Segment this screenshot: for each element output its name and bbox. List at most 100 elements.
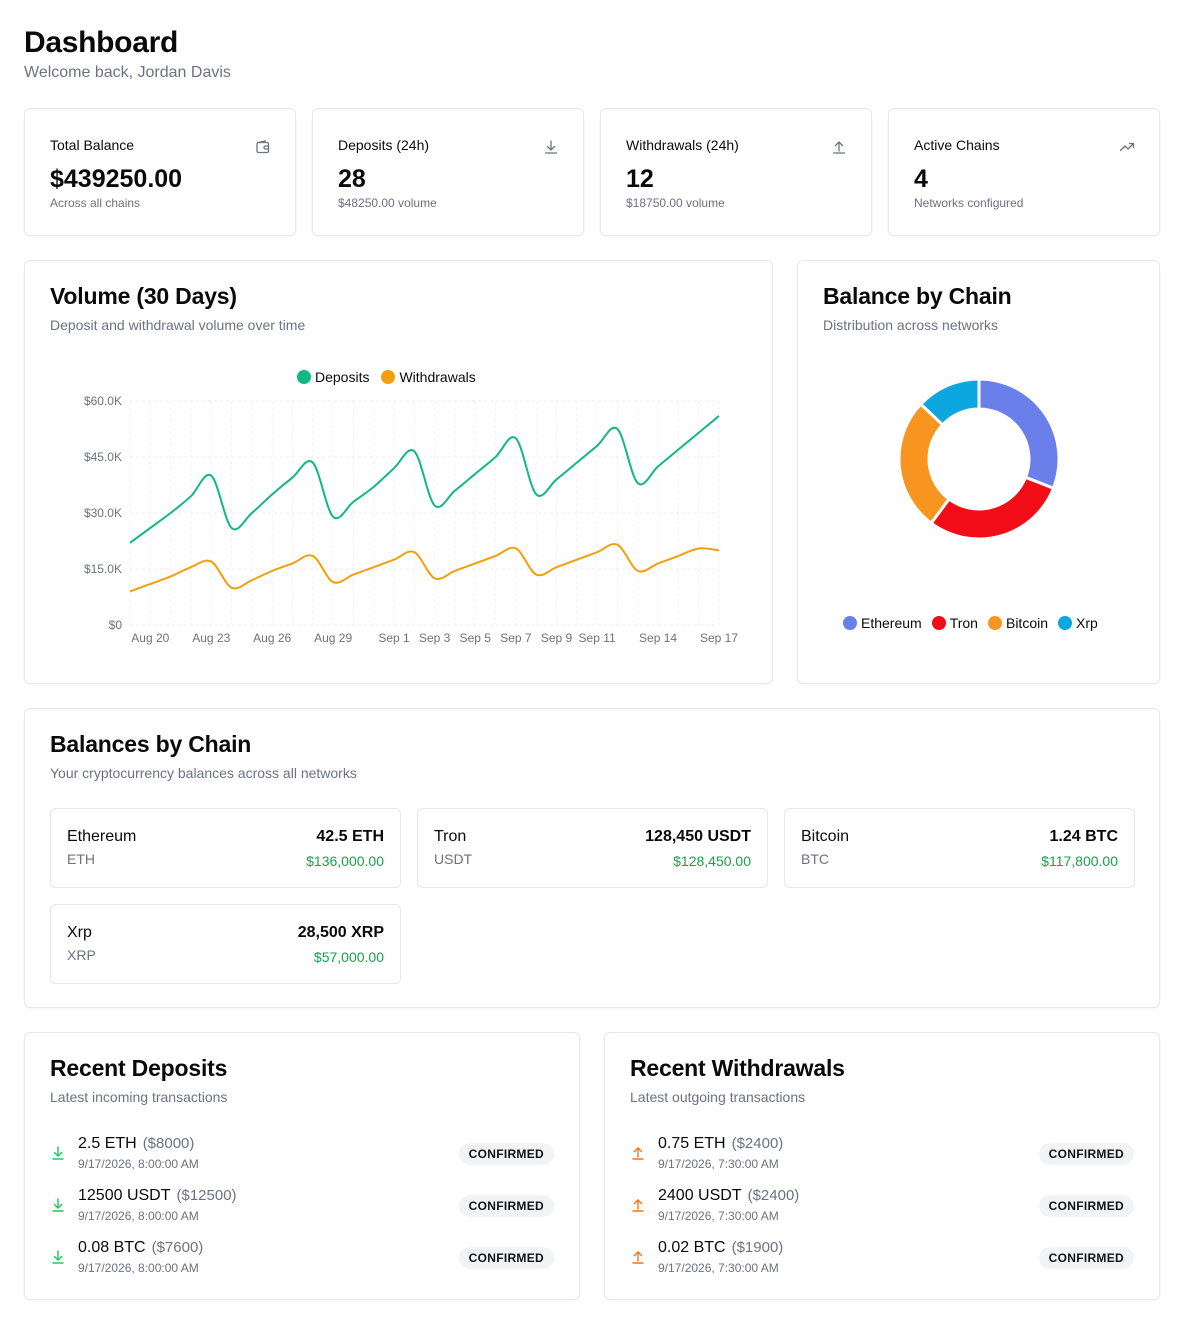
recent-withdrawals-title: Recent Withdrawals	[630, 1055, 845, 1081]
stat-subtext: $48250.00 volume	[338, 196, 437, 210]
volume-chart-card: Volume (30 Days) Deposit and withdrawal …	[24, 260, 773, 684]
tx-timestamp: 9/17/2026, 8:00:00 AM	[78, 1209, 199, 1223]
chain-usd-value: $57,000.00	[313, 949, 384, 965]
tx-amount: 0.75 ETH	[658, 1135, 726, 1152]
chain-usd-value: $128,450.00	[673, 853, 751, 869]
stat-label: Active Chains	[914, 137, 1000, 153]
chain-balance-bitcoin[interactable]: Bitcoin BTC 1.24 BTC $117,800.00	[784, 808, 1135, 888]
deposit-row[interactable]: 2.5 ETH ($8000) 9/17/2026, 8:00:00 AM CON…	[50, 1135, 554, 1175]
y-tick-label: $30.0K	[84, 506, 122, 520]
donut-slice-ethereum[interactable]	[977, 377, 1061, 491]
arrow-down-icon	[52, 1198, 64, 1212]
tx-usd-value: ($2400)	[747, 1187, 800, 1204]
pie-chart-title: Balance by Chain	[823, 283, 1012, 309]
tx-timestamp: 9/17/2026, 8:00:00 AM	[78, 1157, 199, 1171]
tx-amount: 2400 USDT	[658, 1187, 742, 1204]
chain-amount: 28,500 XRP	[297, 924, 384, 941]
withdrawal-row[interactable]: 0.75 ETH ($2400) 9/17/2026, 7:30:00 AM CO…	[630, 1135, 1134, 1175]
deposit-row[interactable]: 12500 USDT ($12500) 9/17/2026, 8:00:00 AM…	[50, 1187, 554, 1227]
chain-usd-value: $136,000.00	[306, 853, 384, 869]
chain-amount: 42.5 ETH	[316, 828, 384, 845]
download-icon	[544, 140, 558, 154]
stat-value: 12	[626, 165, 654, 193]
balances-by-chain-card: Balances by Chain Your cryptocurrency ba…	[24, 708, 1160, 1008]
chain-name: Xrp	[67, 924, 92, 941]
chain-balance-ethereum[interactable]: Ethereum ETH 42.5 ETH $136,000.00	[50, 808, 401, 888]
stat-card-total-balance: Total Balance $439250.00 Across all chai…	[24, 108, 296, 236]
withdrawal-row[interactable]: 2400 USDT ($2400) 9/17/2026, 7:30:00 AM C…	[630, 1187, 1134, 1227]
legend-label: Ethereum	[861, 615, 922, 631]
recent-deposits-subtitle: Latest incoming transactions	[50, 1089, 228, 1105]
volume-line-chart: $0 $15.0K $30.0K $45.0K $60.0K Aug 20 Aug 23 Au…	[84, 394, 738, 645]
recent-withdrawals-card: Recent Withdrawals Latest outgoing trans…	[604, 1032, 1160, 1300]
legend-swatch	[843, 616, 857, 630]
upload-icon	[832, 141, 846, 154]
legend-swatch	[1058, 616, 1073, 630]
status-badge: CONFIRMED	[1038, 1195, 1134, 1217]
tx-amount-line: 0.02 BTC ($1900)	[658, 1239, 783, 1257]
legend-item-bitcoin[interactable]: Bitcoin	[987, 615, 1048, 631]
legend-item-tron[interactable]: Tron	[931, 615, 978, 631]
tx-usd-value: ($12500)	[176, 1187, 237, 1204]
x-tick-label: Sep 7	[500, 631, 532, 645]
balances-title: Balances by Chain	[50, 731, 252, 757]
tx-amount: 12500 USDT	[78, 1187, 171, 1204]
wallet-icon	[256, 140, 270, 154]
legend-swatch	[987, 616, 1002, 630]
stat-label: Total Balance	[50, 137, 135, 153]
y-tick-label: $60.0K	[84, 394, 122, 408]
chain-balance-xrp[interactable]: Xrp XRP 28,500 XRP $57,000.00	[50, 904, 401, 984]
stat-label: Deposits (24h)	[338, 137, 430, 153]
recent-deposits-title: Recent Deposits	[50, 1055, 228, 1081]
trending-up-icon	[1119, 142, 1135, 152]
withdrawal-row[interactable]: 0.02 BTC ($1900) 9/17/2026, 7:30:00 AM CO…	[630, 1239, 1134, 1279]
balance-donut-chart	[897, 377, 1061, 541]
status-badge: CONFIRMED	[1038, 1247, 1134, 1269]
stat-subtext: Across all chains	[50, 196, 141, 210]
legend-item-ethereum[interactable]: Ethereum	[843, 615, 922, 631]
tx-amount: 0.02 BTC	[658, 1239, 726, 1256]
legend-label: Deposits	[315, 369, 370, 385]
tx-amount-line: 0.08 BTC ($7600)	[78, 1239, 203, 1257]
tx-timestamp: 9/17/2026, 7:30:00 AM	[658, 1209, 779, 1223]
stat-label: Withdrawals (24h)	[626, 137, 739, 153]
recent-withdrawals-subtitle: Latest outgoing transactions	[630, 1089, 806, 1105]
x-tick-label: Sep 11	[579, 631, 616, 645]
tx-amount-line: 2400 USDT ($2400)	[658, 1187, 799, 1205]
y-tick-label: $0	[109, 618, 123, 632]
stat-card-active-chains: Active Chains 4 Networks configured	[888, 108, 1160, 236]
volume-chart-title: Volume (30 Days)	[50, 283, 237, 309]
chain-name: Ethereum	[67, 828, 137, 845]
y-tick-label: $15.0K	[84, 562, 122, 576]
legend-label: Withdrawals	[399, 369, 476, 385]
stat-value: 4	[914, 165, 928, 193]
x-tick-label: Sep 17	[700, 631, 738, 645]
x-tick-label: Sep 1	[378, 631, 410, 645]
status-badge: CONFIRMED	[458, 1247, 554, 1269]
chain-symbol: USDT	[434, 851, 473, 867]
recent-deposits-card: Recent Deposits Latest incoming transact…	[24, 1032, 580, 1300]
chain-amount: 128,450 USDT	[645, 828, 751, 845]
status-badge: CONFIRMED	[458, 1143, 554, 1165]
donut-slice-xrp[interactable]	[918, 377, 981, 427]
x-tick-label: Sep 9	[541, 631, 573, 645]
legend-label: Xrp	[1076, 615, 1098, 631]
tx-amount: 2.5 ETH	[78, 1135, 137, 1152]
balance-by-chain-card: Balance by Chain Distribution across net…	[797, 260, 1160, 684]
legend-item-deposits[interactable]: Deposits	[297, 369, 369, 385]
legend-item-xrp[interactable]: Xrp	[1058, 615, 1098, 631]
tx-amount-line: 2.5 ETH ($8000)	[78, 1135, 194, 1153]
stat-value: 28	[338, 165, 366, 193]
stat-subtext: Networks configured	[914, 196, 1024, 210]
stat-card-withdrawals: Withdrawals (24h) 12 $18750.00 volume	[600, 108, 872, 236]
x-tick-label: Aug 23	[192, 631, 230, 645]
y-tick-label: $45.0K	[84, 450, 122, 464]
chain-balance-tron[interactable]: Tron USDT 128,450 USDT $128,450.00	[417, 808, 768, 888]
series-line-withdrawals	[129, 543, 720, 593]
deposit-row[interactable]: 0.08 BTC ($7600) 9/17/2026, 8:00:00 AM CO…	[50, 1239, 554, 1279]
tx-timestamp: 9/17/2026, 8:00:00 AM	[78, 1261, 199, 1275]
chain-name: Tron	[434, 828, 467, 845]
donut-slice-tron[interactable]	[929, 475, 1056, 541]
legend-item-withdrawals[interactable]: Withdrawals	[381, 369, 476, 385]
legend-label: Tron	[949, 615, 978, 631]
